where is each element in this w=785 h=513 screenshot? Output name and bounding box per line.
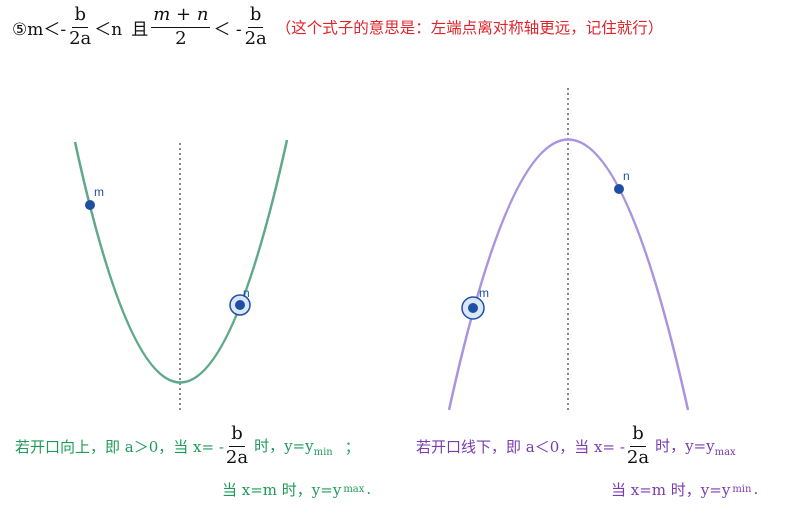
left-caption-result: 时，y=ymin	[254, 436, 333, 458]
fraction-denominator: 2a	[244, 27, 267, 49]
left-caption-semicolon: ；	[344, 437, 360, 456]
left-caption-line1: 若开口向上，即 a＞0，当 x= - b 2a 时，y=ymin ；	[15, 418, 360, 474]
right-caption-line1: 若开口线下，即 a＜0，当 x= - b 2a 时，y=ymax	[416, 418, 736, 474]
formula-and: 且	[131, 19, 149, 40]
fraction-numerator: m + n	[151, 5, 211, 28]
left-caption-line2-end: .	[366, 480, 372, 498]
header-formula: ⑤m＜- b 2a ＜n 且 m + n 2 ＜ - b 2a （这个式子的意思…	[12, 4, 663, 50]
formula-prefix: ⑤m＜-	[12, 19, 67, 40]
fraction-numerator: b	[630, 424, 646, 447]
fraction-denominator: 2a	[69, 27, 92, 49]
right-point-m-label: m	[479, 286, 489, 300]
left-point-n	[235, 300, 245, 310]
fraction-m-plus-n-over-2: m + n 2	[151, 5, 211, 49]
right-point-n	[614, 184, 624, 194]
fraction-numerator: b	[229, 424, 245, 447]
right-caption-line2-end: .	[753, 480, 759, 498]
right-parabola	[447, 138, 690, 411]
left-parabola	[73, 139, 289, 384]
fraction-b-over-2a-second: b 2a	[244, 5, 267, 49]
left-graph: m n	[73, 139, 289, 410]
right-caption-line2-text: 当 x=m 时，y=y	[611, 480, 731, 499]
formula-lt-minus: ＜ -	[213, 19, 242, 40]
fraction-numerator: b	[72, 5, 88, 28]
left-caption-line2-text: 当 x=m 时，y=y	[222, 480, 342, 499]
fraction-b-over-2a: b 2a	[69, 5, 92, 49]
right-graph: n m	[447, 88, 690, 411]
right-point-m	[468, 303, 478, 313]
right-point-n-label: n	[623, 169, 630, 183]
right-caption-result: 时，y=ymax	[655, 436, 736, 458]
right-caption-line2: 当 x=m 时，y=y min.	[611, 478, 758, 500]
fraction-numerator: b	[247, 5, 264, 28]
left-point-n-label: n	[243, 286, 250, 300]
formula-hint: （这个式子的意思是：左端点离对称轴更远，记住就行）	[275, 19, 664, 37]
fraction-denominator: 2a	[626, 446, 650, 468]
formula-lt-n: ＜n	[94, 19, 123, 40]
left-caption-text: 若开口向上，即 a＞0，当 x= -	[15, 437, 224, 456]
left-caption-fraction: b 2a	[225, 424, 249, 468]
fraction-denominator: 2a	[225, 446, 249, 468]
right-caption-line2-sub: min	[732, 483, 752, 495]
right-caption-fraction: b 2a	[626, 424, 650, 468]
fraction-denominator: 2	[175, 27, 187, 49]
left-caption-line2-sub: max	[343, 483, 365, 495]
left-caption-line2: 当 x=m 时，y=y max.	[222, 478, 371, 500]
left-point-m	[85, 200, 95, 210]
left-point-m-label: m	[94, 185, 104, 199]
right-caption-text: 若开口线下，即 a＜0，当 x= -	[416, 437, 625, 456]
